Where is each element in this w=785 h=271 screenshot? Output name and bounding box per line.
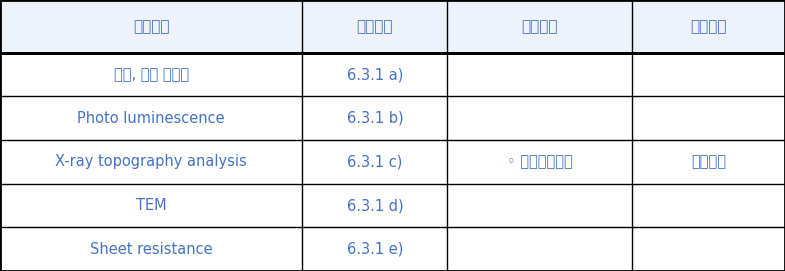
Text: 시험조건: 시험조건 <box>521 19 558 34</box>
Text: TEM: TEM <box>136 198 166 213</box>
Text: 시험방법: 시험방법 <box>356 19 393 34</box>
Text: Sheet resistance: Sheet resistance <box>89 242 213 257</box>
Text: Photo luminescence: Photo luminescence <box>77 111 225 126</box>
Text: 6.3.1 e): 6.3.1 e) <box>347 242 403 257</box>
Text: 6.3.1 a): 6.3.1 a) <box>347 67 403 82</box>
Bar <box>0 227 785 271</box>
Text: ◦ 표준대기상태: ◦ 표준대기상태 <box>507 154 572 169</box>
Text: 제품사양: 제품사양 <box>691 154 726 169</box>
Text: 6.3.1 c): 6.3.1 c) <box>347 154 403 169</box>
Text: 시험항목: 시험항목 <box>133 19 170 34</box>
Text: 판정기준: 판정기준 <box>690 19 727 34</box>
Bar <box>0 96 785 140</box>
Text: 6.3.1 d): 6.3.1 d) <box>346 198 403 213</box>
Text: X-ray topography analysis: X-ray topography analysis <box>55 154 247 169</box>
Text: 6.3.1 b): 6.3.1 b) <box>346 111 403 126</box>
Bar <box>0 53 785 96</box>
Bar <box>0 0 785 53</box>
Text: 광학, 전자 현미경: 광학, 전자 현미경 <box>114 67 188 82</box>
Bar <box>0 140 785 184</box>
Bar <box>0 184 785 227</box>
